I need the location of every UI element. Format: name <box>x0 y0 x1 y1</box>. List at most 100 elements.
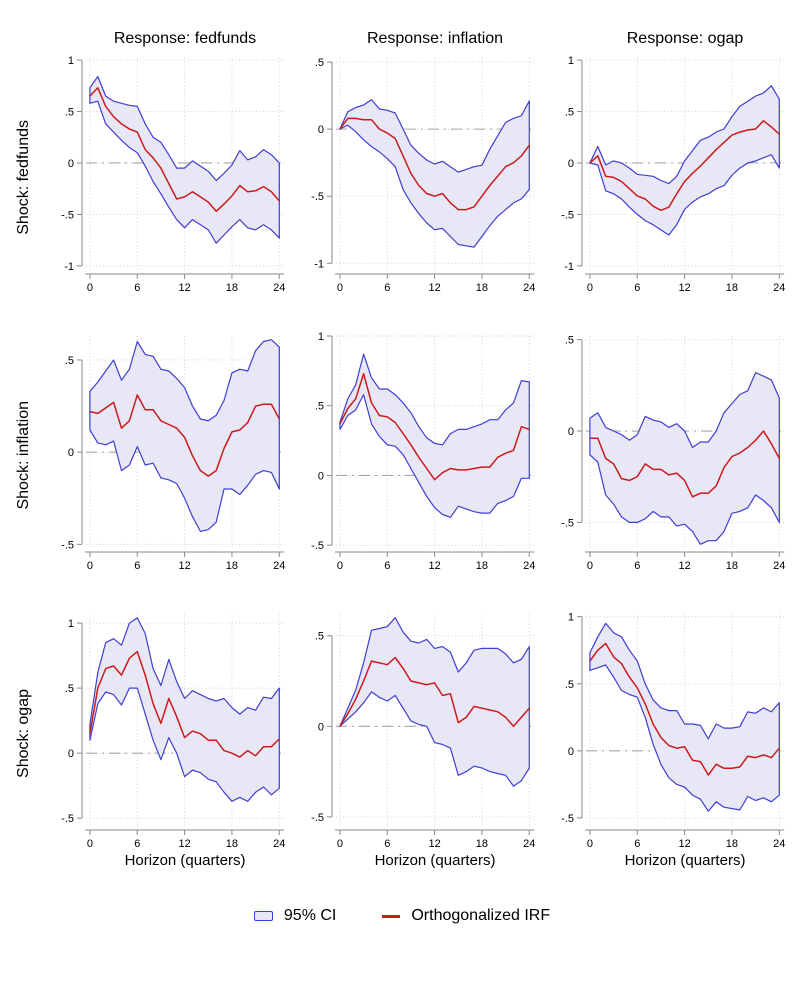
svg-text:0: 0 <box>587 838 593 850</box>
irf-panel-ogap-fedfunds: 1 .5 0 -.5 0 6 12 18 24 <box>61 614 285 850</box>
svg-text:6: 6 <box>634 282 640 294</box>
svg-text:24: 24 <box>523 560 535 572</box>
column-title-fedfunds: Response: fedfunds <box>113 30 257 47</box>
svg-text:-.5: -.5 <box>561 209 574 221</box>
row-title-shock-ogap: Shock: ogap <box>15 688 32 778</box>
irf-panel-fedfunds-ogap: 1 .5 0 -.5 -1 0 6 12 18 24 <box>561 55 785 294</box>
svg-text:0: 0 <box>568 426 574 438</box>
irf-panel-fedfunds-fedfunds: 1 .5 0 -.5 -1 0 6 12 18 24 <box>61 55 285 294</box>
svg-text:12: 12 <box>678 282 690 294</box>
svg-text:0: 0 <box>318 470 324 482</box>
legend-item-ci: 95% CI <box>253 907 337 925</box>
svg-text:6: 6 <box>384 560 390 572</box>
svg-text:0: 0 <box>318 124 324 136</box>
svg-text:-.5: -.5 <box>61 813 74 825</box>
svg-text:12: 12 <box>178 560 190 572</box>
row-title-cell: Shock: ogap <box>6 608 42 858</box>
svg-text:0: 0 <box>587 560 593 572</box>
legend-item-irf: Orthogonalized IRF <box>382 907 550 925</box>
svg-text:18: 18 <box>226 560 238 572</box>
svg-text:1: 1 <box>68 55 74 67</box>
svg-text:24: 24 <box>773 560 785 572</box>
svg-text:24: 24 <box>523 282 535 294</box>
svg-text:6: 6 <box>134 282 140 294</box>
svg-text:0: 0 <box>68 158 74 170</box>
chart-row-shock-ogap: Shock: ogap 1 .5 0 -.5 0 6 12 18 24 .5 0 -.5 0 6 12 18… <box>6 608 804 858</box>
svg-text:1: 1 <box>318 331 324 343</box>
row-title-shock-fedfunds: Shock: fedfunds <box>15 119 32 235</box>
svg-text:1: 1 <box>68 618 74 630</box>
svg-text:18: 18 <box>726 838 738 850</box>
svg-text:.5: .5 <box>565 679 574 691</box>
legend: 95% CI Orthogonalized IRF <box>0 907 804 925</box>
irf-panel-inflation-inflation: 1 .5 0 -.5 0 6 12 18 24 <box>311 331 535 572</box>
svg-text:12: 12 <box>678 560 690 572</box>
svg-text:24: 24 <box>773 282 785 294</box>
svg-text:18: 18 <box>226 838 238 850</box>
svg-text:24: 24 <box>273 282 285 294</box>
svg-text:-.5: -.5 <box>311 812 324 824</box>
svg-text:.5: .5 <box>65 683 74 695</box>
svg-text:-.5: -.5 <box>561 813 574 825</box>
svg-text:24: 24 <box>773 838 785 850</box>
svg-text:12: 12 <box>178 838 190 850</box>
row-title-cell: Shock: fedfunds <box>6 52 42 302</box>
svg-text:.5: .5 <box>315 631 324 643</box>
svg-text:6: 6 <box>134 838 140 850</box>
svg-text:0: 0 <box>87 560 93 572</box>
svg-text:6: 6 <box>634 560 640 572</box>
column-titles-row: Response: fedfunds Response: inflation R… <box>42 12 804 52</box>
ci-band-swatch-icon <box>253 911 273 921</box>
svg-text:0: 0 <box>337 560 343 572</box>
legend-irf-label: Orthogonalized IRF <box>411 907 551 924</box>
irf-panel-ogap-ogap: 1 .5 0 -.5 0 6 12 18 24 <box>561 612 785 850</box>
irf-line-swatch-icon <box>382 914 401 918</box>
svg-text:-.5: -.5 <box>311 540 324 552</box>
svg-text:0: 0 <box>568 158 574 170</box>
svg-text:.5: .5 <box>65 355 74 367</box>
svg-text:-1: -1 <box>564 261 574 273</box>
svg-text:12: 12 <box>678 838 690 850</box>
svg-text:6: 6 <box>634 838 640 850</box>
chart-row-shock-inflation: Shock: inflation .5 0 -.5 0 6 12 18 24 1 .5 0 -.5 0… <box>6 330 804 580</box>
chart-row-shock-fedfunds: Shock: fedfunds 1 .5 0 -.5 -1 0 6 12 18 24 .5 0 -.5… <box>6 52 804 302</box>
row-title-shock-inflation: Shock: inflation <box>15 400 32 510</box>
x-axis-title: Horizon (quarters) <box>624 852 746 869</box>
x-axis-title: Horizon (quarters) <box>124 852 246 869</box>
svg-text:24: 24 <box>273 560 285 572</box>
svg-text:-1: -1 <box>314 258 324 270</box>
svg-text:0: 0 <box>68 748 74 760</box>
svg-text:.5: .5 <box>315 57 324 69</box>
svg-text:12: 12 <box>428 282 440 294</box>
svg-text:0: 0 <box>337 282 343 294</box>
svg-text:.5: .5 <box>565 107 574 119</box>
legend-ci-label: 95% CI <box>283 907 337 924</box>
svg-text:.5: .5 <box>315 401 324 413</box>
irf-panel-inflation-ogap: .5 0 -.5 0 6 12 18 24 <box>561 335 785 572</box>
svg-text:12: 12 <box>428 838 440 850</box>
svg-text:6: 6 <box>384 838 390 850</box>
svg-text:18: 18 <box>476 838 488 850</box>
svg-text:0: 0 <box>68 447 74 459</box>
x-axis-title: Horizon (quarters) <box>374 852 496 869</box>
row-title-cell: Shock: inflation <box>6 330 42 580</box>
svg-text:18: 18 <box>476 282 488 294</box>
svg-text:1: 1 <box>568 612 574 624</box>
svg-text:18: 18 <box>226 282 238 294</box>
svg-text:24: 24 <box>523 838 535 850</box>
svg-text:.5: .5 <box>65 107 74 119</box>
svg-text:0: 0 <box>318 721 324 733</box>
svg-text:0: 0 <box>587 282 593 294</box>
x-axis-titles-row: Horizon (quarters) Horizon (quarters) Ho… <box>42 852 804 869</box>
svg-text:-.5: -.5 <box>61 209 74 221</box>
svg-text:0: 0 <box>87 838 93 850</box>
svg-text:-.5: -.5 <box>311 191 324 203</box>
irf-panel-inflation-fedfunds: .5 0 -.5 0 6 12 18 24 <box>61 336 285 572</box>
svg-text:12: 12 <box>428 560 440 572</box>
svg-text:6: 6 <box>134 560 140 572</box>
svg-text:18: 18 <box>726 282 738 294</box>
svg-text:6: 6 <box>384 282 390 294</box>
svg-text:18: 18 <box>726 560 738 572</box>
svg-text:-.5: -.5 <box>561 517 574 529</box>
